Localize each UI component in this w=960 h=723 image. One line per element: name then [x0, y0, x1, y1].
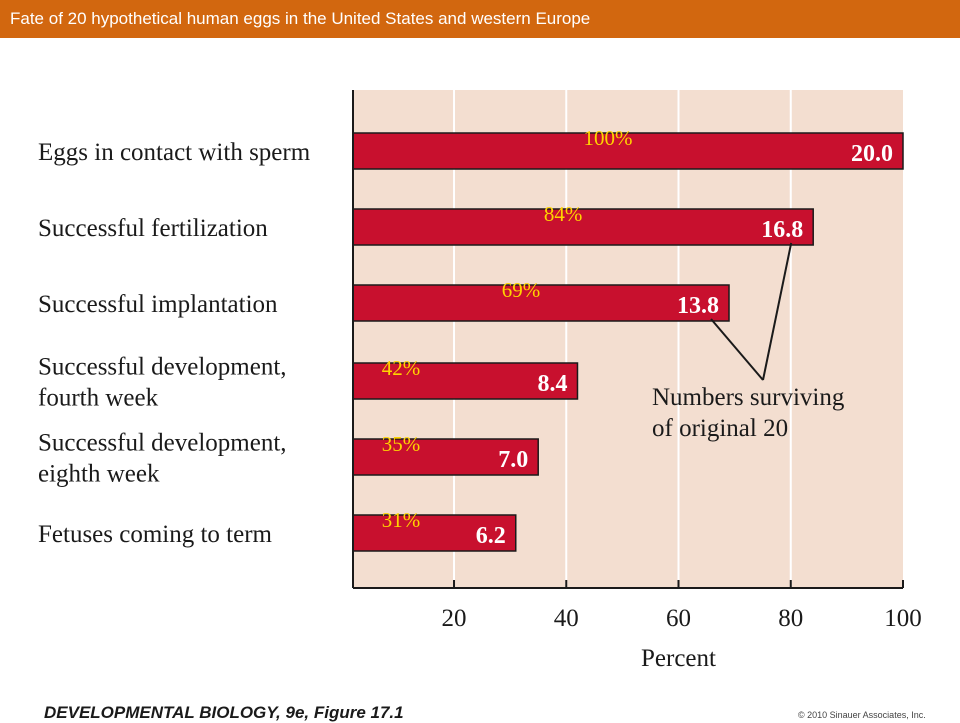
bar: [352, 514, 517, 552]
count-label: 20.0: [851, 141, 893, 167]
annotation-text: Numbers surviving: [652, 384, 845, 411]
count-label: 8.4: [537, 371, 567, 397]
x-tick-label: 100: [884, 605, 922, 632]
category-label: Successful implantation: [38, 291, 278, 318]
x-tick-label: 60: [666, 605, 691, 632]
copyright-notice: © 2010 Sinauer Associates, Inc.: [798, 710, 926, 720]
annotation-leader-line: [762, 242, 793, 381]
category-label: fourth week: [38, 385, 159, 412]
x-axis-label: Percent: [641, 645, 716, 672]
bar: [352, 362, 579, 400]
count-label: 7.0: [498, 447, 528, 473]
category-label: Successful development,: [38, 354, 287, 381]
percent-label: 100%: [584, 126, 633, 150]
category-label: Successful fertilization: [38, 215, 268, 242]
x-tick-label: 80: [778, 605, 803, 632]
x-tick-label: 20: [442, 605, 467, 632]
count-label: 6.2: [476, 523, 506, 549]
percent-label: 35%: [382, 432, 421, 456]
plot-background: [353, 90, 903, 588]
percent-label: 42%: [382, 356, 421, 380]
bar: [352, 132, 904, 170]
percent-label: 69%: [502, 278, 541, 302]
x-tick-label: 40: [554, 605, 579, 632]
bar: [352, 438, 539, 476]
percent-label: 84%: [544, 202, 583, 226]
annotation-leader-line: [710, 318, 764, 381]
bar: [352, 208, 814, 246]
category-label: Eggs in contact with sperm: [38, 139, 311, 166]
category-label: Successful development,: [38, 430, 287, 457]
figure-credit: DEVELOPMENTAL BIOLOGY, 9e, Figure 17.1: [44, 703, 404, 722]
bar: [352, 284, 730, 322]
annotation-text: of original 20: [652, 415, 788, 442]
slide-title: Fate of 20 hypothetical human eggs in th…: [10, 9, 591, 28]
header-bar: Fate of 20 hypothetical human eggs in th…: [0, 0, 960, 38]
category-label: Fetuses coming to term: [38, 521, 273, 548]
category-label: eighth week: [38, 461, 160, 488]
count-label: 13.8: [677, 293, 719, 319]
count-label: 16.8: [761, 217, 803, 243]
percent-label: 31%: [382, 508, 421, 532]
